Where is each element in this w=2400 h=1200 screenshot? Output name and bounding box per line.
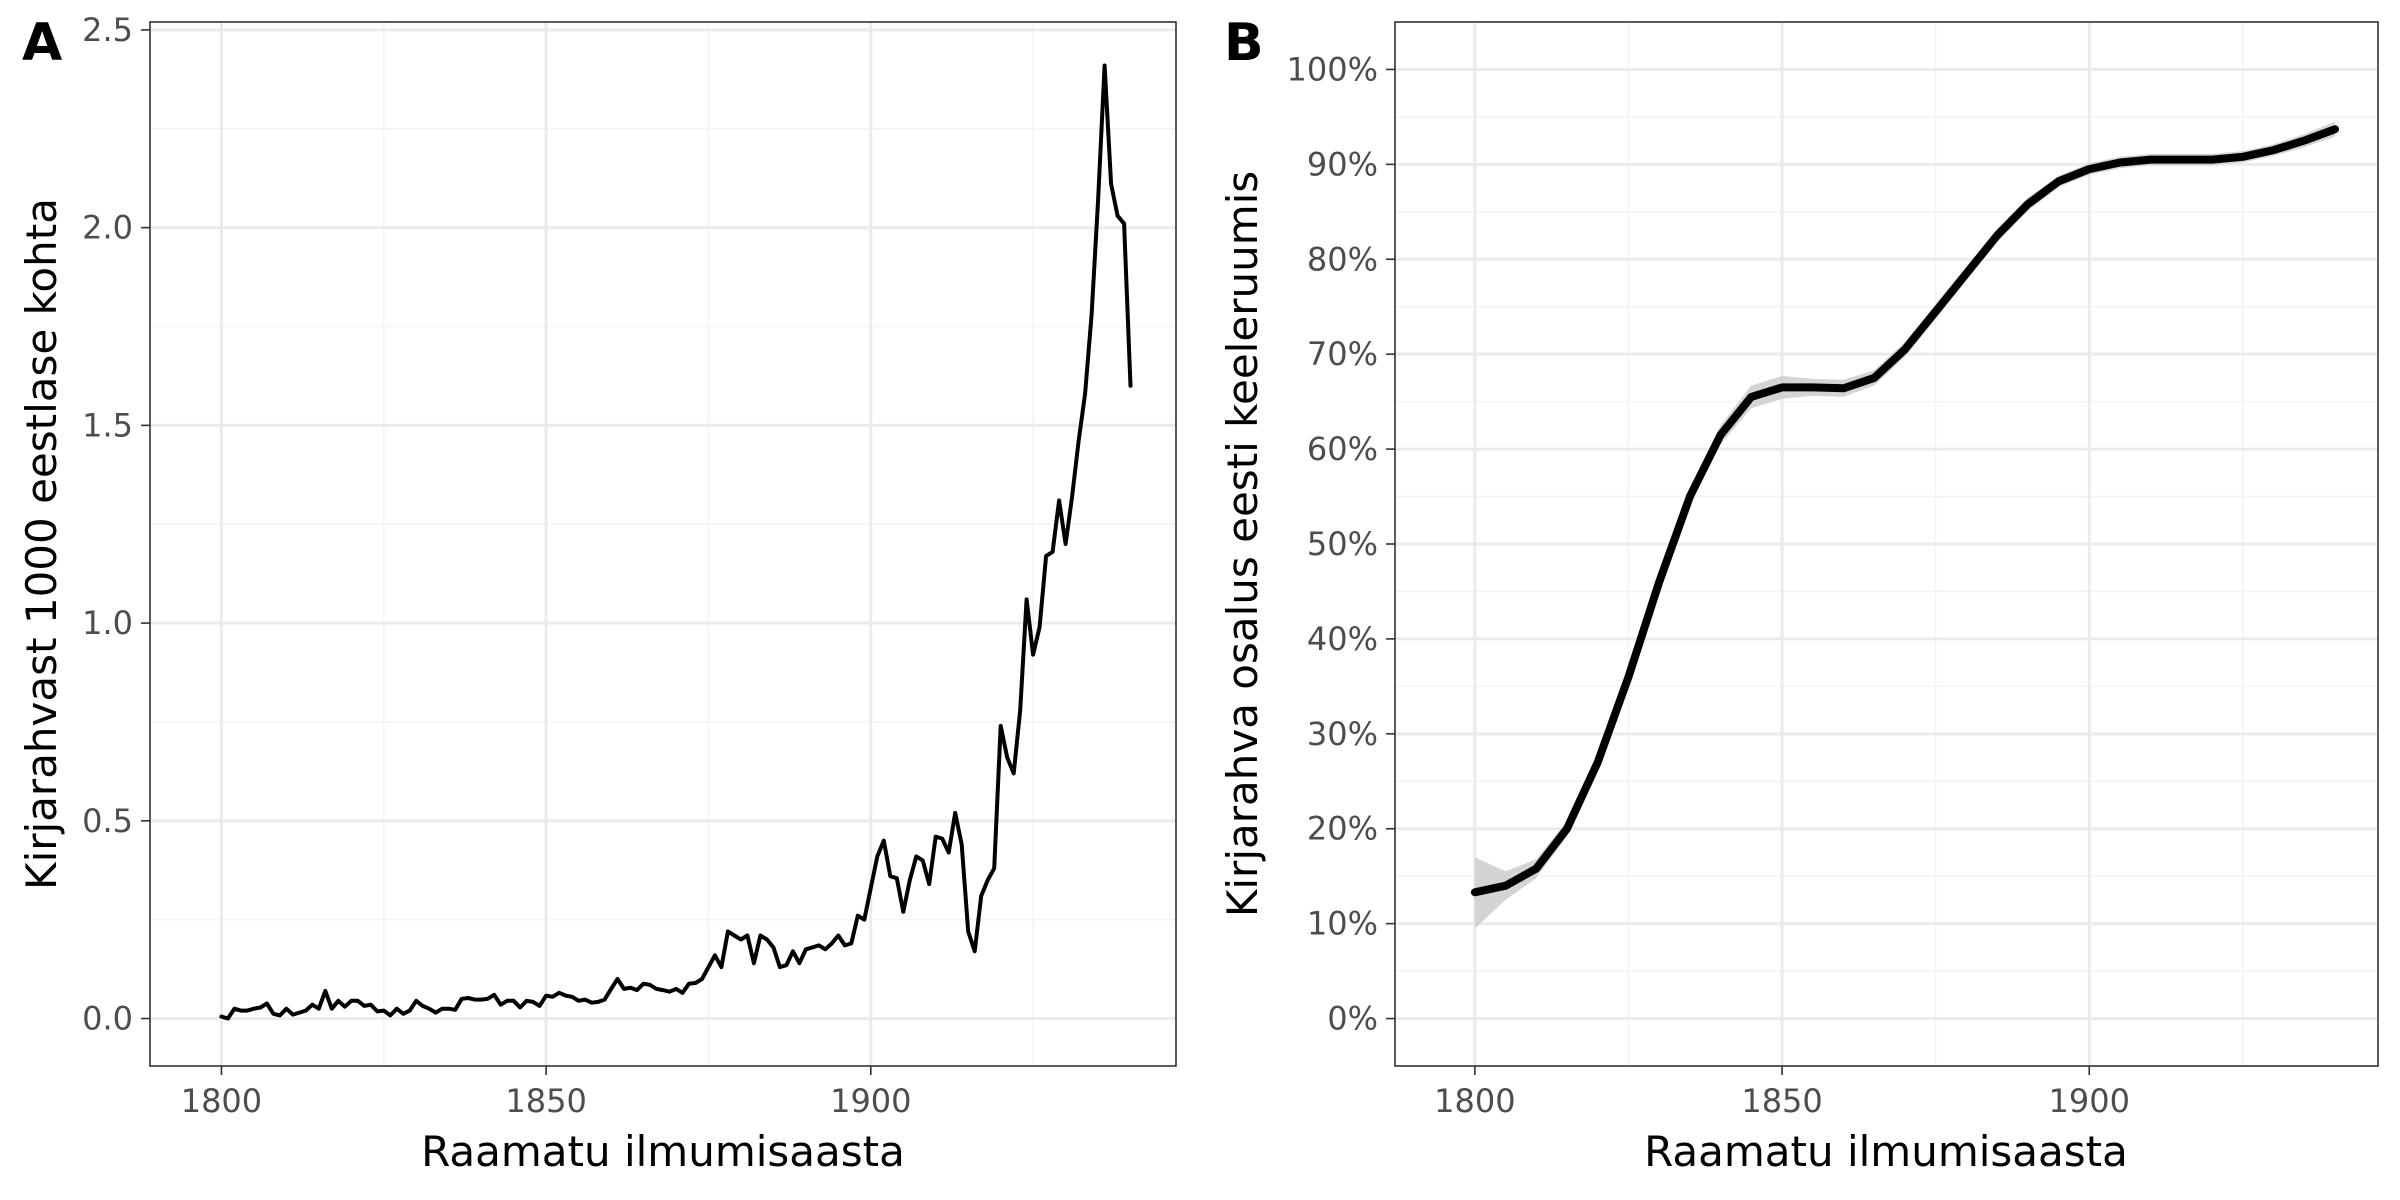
panel-a-ylabel: Kirjarahvast 1000 eestlase kohta [17,198,66,890]
panel-a-label: A [22,13,62,73]
x-tick-label: 1800 [181,1082,262,1120]
x-tick-label: 1800 [1434,1082,1515,1120]
panel-b-xlabel: Raamatu ilmumisaasta [1644,1127,2128,1176]
y-tick-label: 1.5 [82,406,133,444]
y-tick-label: 0% [1327,1000,1378,1038]
y-tick-label: 80% [1307,240,1378,278]
y-tick-label: 2.0 [82,209,133,247]
panel-a-ticks: 1800 1850 1900 0.0 0.5 1.0 1.5 2.0 2.5 [82,11,911,1120]
y-tick-label: 60% [1307,430,1378,468]
y-tick-label: 100% [1287,50,1378,88]
panel-a-xlabel: Raamatu ilmumisaasta [421,1127,905,1176]
panel-a-border [149,21,1177,1067]
y-tick-label: 0.5 [82,802,133,840]
x-tick-label: 1900 [830,1082,911,1120]
y-tick-label: 2.5 [82,11,133,49]
panel-b-series-line [1470,125,2339,897]
x-tick-label: 1900 [2049,1082,2130,1120]
y-tick-label: 30% [1307,715,1378,753]
panel-a-grid [150,22,1176,1066]
panel-a: A 1800 1850 1900 0.0 0.5 1.0 1.5 2.0 2.5 Raamatu… [17,11,1177,1176]
y-tick-label: 1.0 [82,604,133,642]
y-tick-label: 40% [1307,620,1378,658]
y-tick-label: 20% [1307,810,1378,848]
panel-b-label: B [1224,13,1264,73]
y-tick-label: 0.0 [82,1000,133,1038]
x-tick-label: 1850 [505,1082,586,1120]
y-tick-label: 90% [1307,145,1378,183]
panel-b: B 1800 1850 1900 0% 10% 20% 30% 40% 50% 60% 70% 80%… [1218,13,2379,1176]
y-tick-label: 10% [1307,905,1378,943]
panel-a-series-line [219,63,1133,1021]
panel-b-ticks: 1800 1850 1900 0% 10% 20% 30% 40% 50% 60% 70% 80% 90… [1287,50,2130,1120]
y-tick-label: 50% [1307,525,1378,563]
y-tick-label: 70% [1307,335,1378,373]
panel-b-ylabel: Kirjarahva osalus eesti keeleruumis [1218,171,1267,917]
x-tick-label: 1850 [1741,1082,1822,1120]
